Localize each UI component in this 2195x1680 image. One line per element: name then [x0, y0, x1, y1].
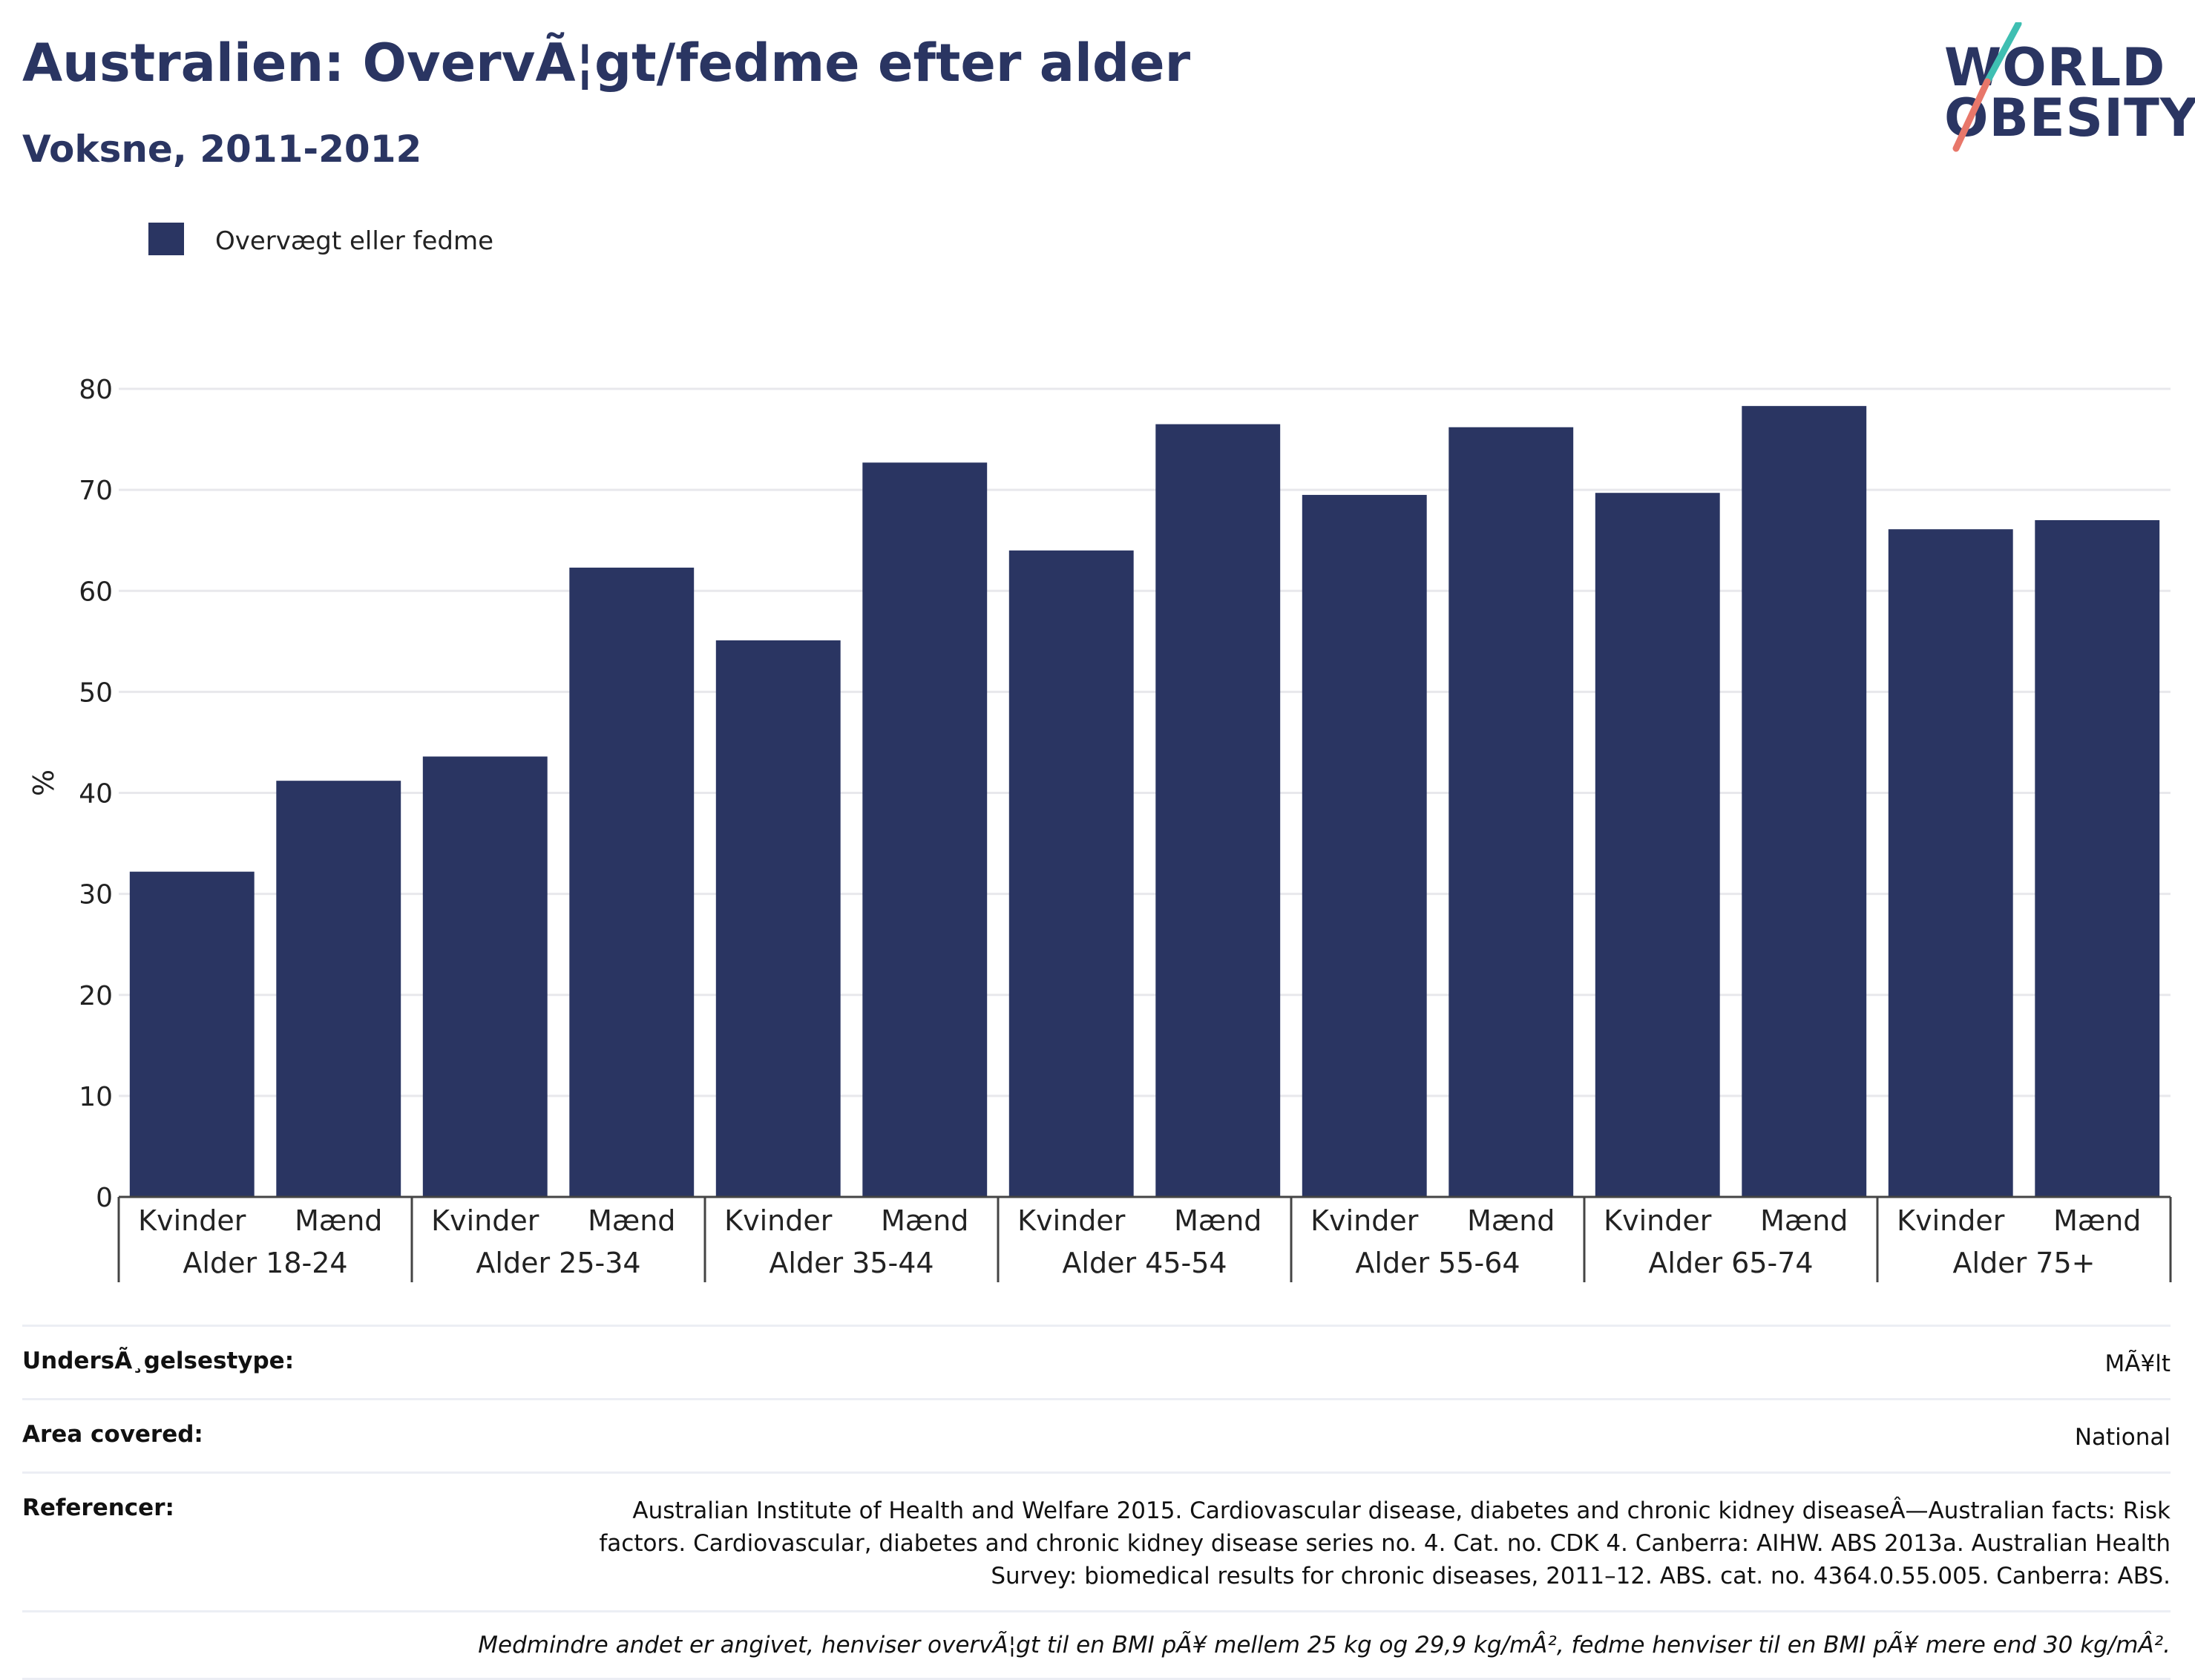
x-subcategory-label: Mænd: [588, 1204, 675, 1237]
logo-text-obesity: OBESITY: [1944, 88, 2195, 148]
survey-type-label: UndersÃ¸gelsestype:: [22, 1348, 295, 1374]
bar-alder-75--kvinder: [1888, 529, 2013, 1197]
y-tick-label: 70: [79, 476, 113, 506]
bar-alder-75--m-nd: [2035, 519, 2160, 1197]
references-row: Referencer: Australian Institute of Heal…: [22, 1471, 2171, 1610]
x-subcategory-label: Mænd: [295, 1204, 382, 1237]
bar-alder-35-44-kvinder: [715, 640, 841, 1197]
x-subcategory-label: Kvinder: [1017, 1204, 1126, 1237]
references-value: Australian Institute of Health and Welfa…: [599, 1497, 2171, 1589]
x-group-label: Alder 55-64: [1355, 1247, 1520, 1279]
bar-alder-18-24-kvinder: [129, 871, 255, 1197]
y-tick-label: 0: [96, 1183, 113, 1213]
info-table: UndersÃ¸gelsestype: MÃ¥lt Area covered: …: [22, 1325, 2171, 1680]
legend-swatch: [148, 223, 184, 255]
bar-alder-65-74-kvinder: [1595, 493, 1720, 1197]
area-covered-label: Area covered:: [22, 1421, 203, 1448]
bar-chart: Overvægt eller fedme % 0 10 20 30 40 50 60 70 80…: [27, 223, 2172, 1282]
x-subcategory-label: Mænd: [1467, 1204, 1555, 1237]
x-group-label: Alder 45-54: [1062, 1247, 1227, 1279]
bar-alder-55-64-m-nd: [1448, 427, 1574, 1197]
logo-slash-coral: [1952, 78, 1991, 152]
x-group-label: Alder 75+: [1953, 1247, 2096, 1279]
x-group-label: Alder 65-74: [1648, 1247, 1813, 1279]
y-tick-label: 20: [79, 981, 113, 1011]
bar-alder-25-34-m-nd: [569, 567, 695, 1197]
x-subcategory-label: Mænd: [1760, 1204, 1848, 1237]
y-axis-label: %: [27, 770, 60, 796]
note-row: Medmindre andet er angivet, henviser ove…: [22, 1610, 2171, 1678]
x-subcategory-label: Kvinder: [724, 1204, 833, 1237]
y-tick-label: 10: [79, 1082, 113, 1112]
area-covered-value: National: [2074, 1424, 2171, 1451]
x-group-label: Alder 25-34: [476, 1247, 640, 1279]
legend: Overvægt eller fedme: [148, 223, 493, 256]
logo-slash-icon: [1952, 22, 2022, 152]
x-subcategory-label: Kvinder: [1604, 1204, 1712, 1237]
logo-slash-teal: [1984, 22, 2022, 85]
area-covered-row: Area covered: National: [22, 1398, 2171, 1471]
bars: [129, 406, 2160, 1197]
survey-type-value: MÃ¥lt: [2104, 1351, 2171, 1377]
bar-alder-35-44-m-nd: [862, 462, 988, 1197]
bar-alder-65-74-m-nd: [1742, 406, 1867, 1197]
bar-alder-55-64-kvinder: [1302, 494, 1427, 1197]
x-axis: Kvinder Mænd Kvinder Mænd Kvinder Mænd Kvinder…: [117, 1195, 2172, 1282]
x-subcategory-label: Kvinder: [1310, 1204, 1419, 1237]
references-label: Referencer:: [22, 1494, 174, 1521]
x-subcategory-label: Kvinder: [138, 1204, 246, 1237]
chart-title: Australien: OvervÃ¦gt/fedme efter alder: [22, 33, 1191, 93]
x-subcategory-label: Mænd: [881, 1204, 968, 1237]
survey-type-row: UndersÃ¸gelsestype: MÃ¥lt: [22, 1325, 2171, 1398]
y-tick-label: 30: [79, 880, 113, 910]
legend-label: Overvægt eller fedme: [215, 226, 493, 256]
bar-alder-25-34-kvinder: [422, 756, 548, 1197]
y-axis-ticks: 0 10 20 30 40 50 60 70 80: [79, 375, 113, 1213]
definition-note: Medmindre andet er angivet, henviser ove…: [478, 1632, 2171, 1658]
bar-alder-45-54-m-nd: [1155, 424, 1281, 1197]
bar-alder-45-54-kvinder: [1008, 550, 1134, 1197]
chart-subtitle: Voksne, 2011-2012: [22, 128, 422, 171]
x-subcategory-label: Kvinder: [1897, 1204, 2005, 1237]
x-subcategory-label: Mænd: [1174, 1204, 1261, 1237]
x-subcategory-label: Mænd: [2053, 1204, 2141, 1237]
y-tick-label: 60: [79, 577, 113, 607]
y-tick-label: 40: [79, 779, 113, 810]
x-group-label: Alder 18-24: [183, 1247, 347, 1279]
y-tick-label: 80: [79, 375, 113, 405]
y-tick-label: 50: [79, 677, 113, 708]
world-obesity-logo: WORLD OBESITY: [1929, 22, 2195, 156]
bar-alder-18-24-m-nd: [276, 781, 401, 1197]
x-subcategory-label: Kvinder: [431, 1204, 539, 1237]
x-group-label: Alder 35-44: [769, 1247, 934, 1279]
